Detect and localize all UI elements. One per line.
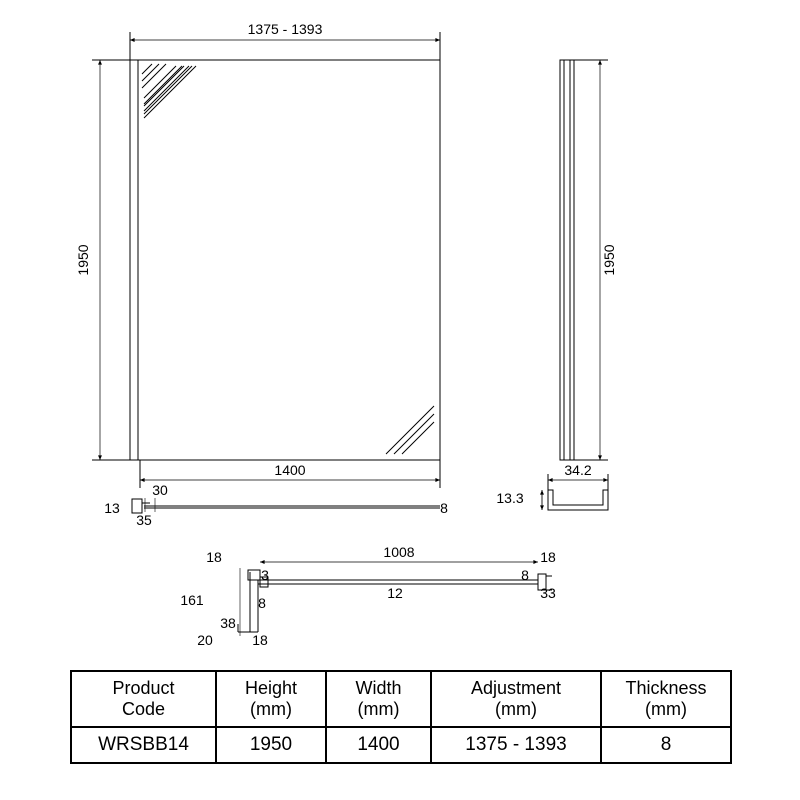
spec-table: ProductCode Height(mm) Width(mm) Adjustm… bbox=[70, 670, 732, 764]
svg-text:8: 8 bbox=[521, 567, 529, 583]
cell-width: 1400 bbox=[326, 727, 431, 763]
table-row: WRSBB14 1950 1400 1375 - 1393 8 bbox=[71, 727, 731, 763]
svg-text:8: 8 bbox=[258, 595, 266, 611]
svg-text:161: 161 bbox=[180, 592, 204, 608]
svg-text:1400: 1400 bbox=[274, 462, 305, 478]
col-width: Width(mm) bbox=[326, 671, 431, 727]
col-height: Height(mm) bbox=[216, 671, 326, 727]
cell-adjustment: 1375 - 1393 bbox=[431, 727, 601, 763]
col-adjustment: Adjustment(mm) bbox=[431, 671, 601, 727]
svg-text:1950: 1950 bbox=[601, 244, 617, 275]
svg-text:18: 18 bbox=[540, 549, 556, 565]
cell-product-code: WRSBB14 bbox=[71, 727, 216, 763]
svg-text:34.2: 34.2 bbox=[564, 462, 591, 478]
svg-text:13: 13 bbox=[104, 500, 120, 516]
col-product-code: ProductCode bbox=[71, 671, 216, 727]
cell-thickness: 8 bbox=[601, 727, 731, 763]
svg-text:35: 35 bbox=[136, 512, 152, 528]
table-header-row: ProductCode Height(mm) Width(mm) Adjustm… bbox=[71, 671, 731, 727]
svg-text:38: 38 bbox=[220, 615, 236, 631]
svg-text:1008: 1008 bbox=[383, 544, 414, 560]
svg-text:33: 33 bbox=[540, 585, 556, 601]
svg-text:1950: 1950 bbox=[75, 244, 91, 275]
svg-text:18: 18 bbox=[206, 549, 222, 565]
svg-text:30: 30 bbox=[152, 482, 168, 498]
svg-text:8: 8 bbox=[440, 500, 448, 516]
svg-text:18: 18 bbox=[252, 632, 268, 648]
cell-height: 1950 bbox=[216, 727, 326, 763]
svg-text:13.3: 13.3 bbox=[496, 490, 523, 506]
col-thickness: Thickness(mm) bbox=[601, 671, 731, 727]
svg-text:1375 - 1393: 1375 - 1393 bbox=[248, 21, 323, 37]
svg-text:20: 20 bbox=[197, 632, 213, 648]
svg-text:3: 3 bbox=[261, 567, 269, 583]
svg-text:12: 12 bbox=[387, 585, 403, 601]
